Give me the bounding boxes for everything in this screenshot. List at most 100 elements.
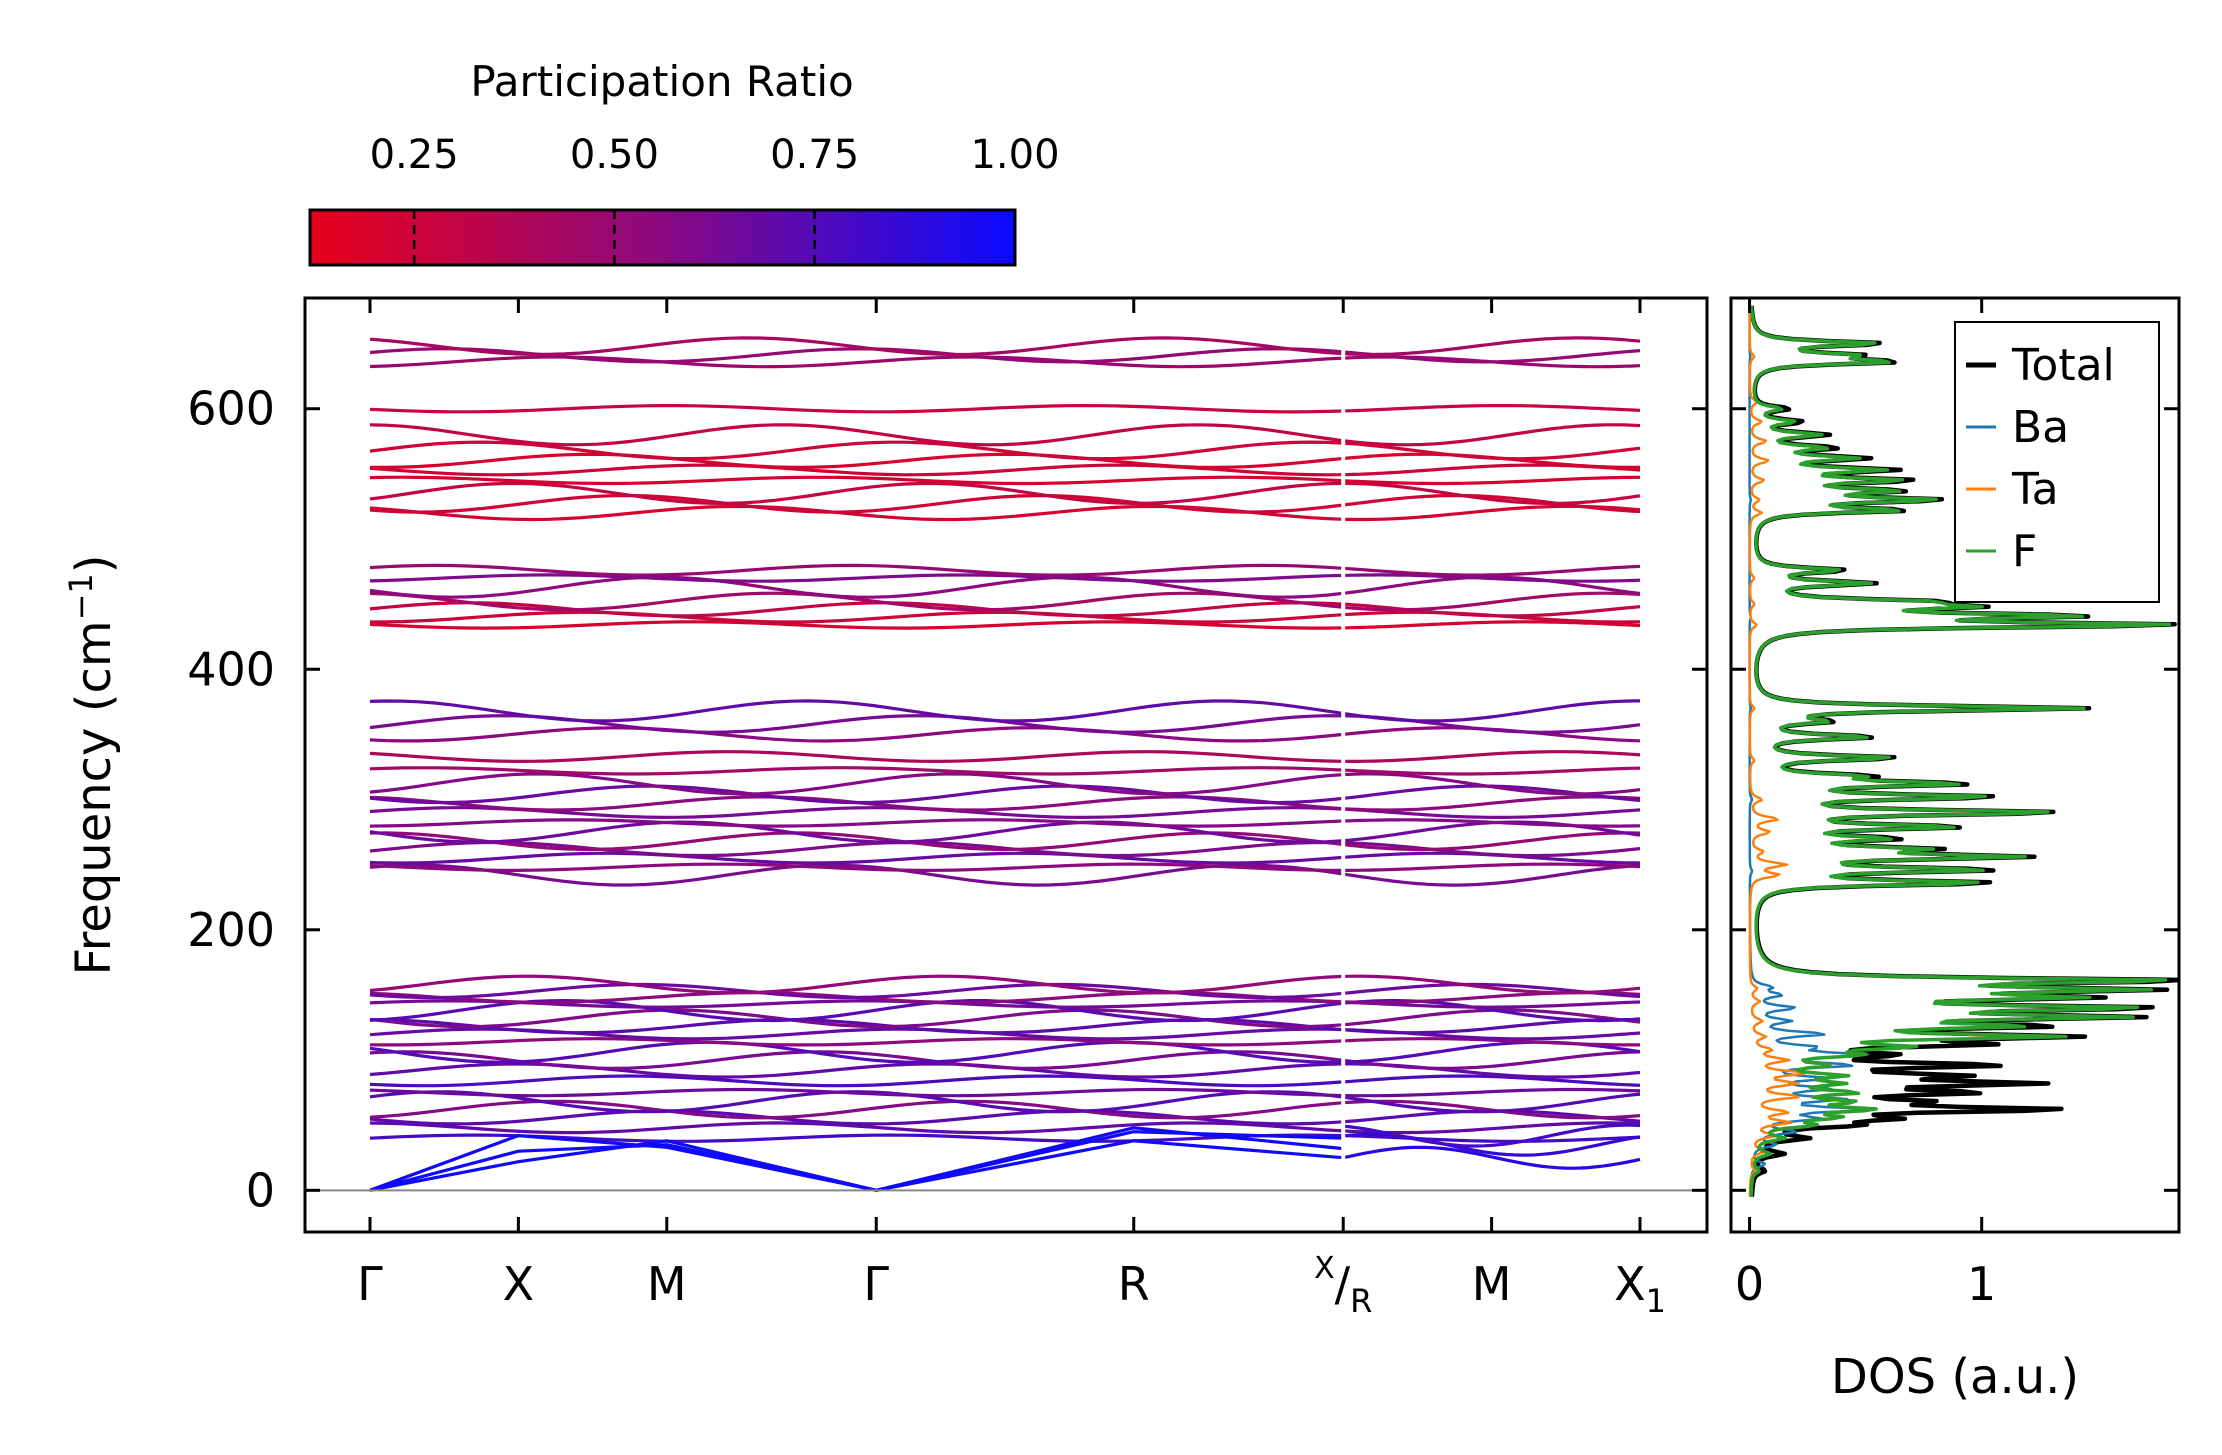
optical-band (369, 403, 1344, 414)
optical-band (369, 1074, 1344, 1088)
optical-band (369, 1037, 1344, 1047)
band-structure-panel: 0 200 400 600 Γ X M Γ R X/R M X1 Frequency (cm−1) (62, 296, 1709, 1320)
optical-band (369, 355, 1344, 369)
optical-band (369, 1050, 1344, 1070)
phonon-bands (369, 302, 1641, 1228)
optical-band (1343, 841, 1641, 858)
k-point-label: X/R (1314, 1251, 1372, 1320)
acoustic-band (369, 1130, 1344, 1192)
optical-band (369, 601, 1344, 618)
optical-band (1343, 1087, 1641, 1098)
colorbar-tick-label: 0.75 (770, 132, 859, 178)
optical-band (1342, 1092, 1641, 1114)
colorbar-gradient (308, 208, 1017, 267)
optical-band (1343, 481, 1641, 505)
legend-box (1954, 321, 2160, 603)
colorbar-ticks: 0.25 0.50 0.75 1.00 (370, 132, 1060, 265)
optical-band (369, 475, 1344, 486)
legend: Total Ba Ta F (1954, 321, 2160, 603)
optical-band (369, 784, 1344, 805)
optical-band (1343, 1074, 1641, 1087)
optical-band (369, 772, 1344, 796)
optical-band (1343, 974, 1641, 995)
k-point-label: X (503, 1257, 535, 1311)
x-axis-title: DOS (a.u.) (1831, 1349, 2079, 1405)
optical-band (369, 840, 1344, 858)
optical-band (1343, 1121, 1641, 1135)
optical-band (369, 610, 1344, 624)
optical-band (1343, 1134, 1641, 1143)
optical-band (369, 974, 1344, 995)
optical-band (1343, 766, 1641, 776)
optical-band (369, 1099, 1344, 1120)
optical-band (369, 1121, 1344, 1135)
optical-band (369, 1062, 1344, 1079)
optical-band (1343, 404, 1641, 413)
dos-frame (1729, 296, 2181, 1234)
optical-band (369, 440, 1344, 461)
k-point-label: M (1472, 1257, 1512, 1311)
k-point-label: R (1118, 1257, 1150, 1311)
optical-band (1343, 795, 1641, 812)
optical-band (369, 573, 1344, 583)
colorbar-title: Participation Ratio (470, 57, 853, 106)
optical-band (369, 863, 1344, 887)
optical-band (1342, 864, 1641, 887)
optical-band (369, 575, 1344, 599)
optical-band (1342, 699, 1640, 723)
optical-band (369, 831, 1344, 852)
optical-band (1343, 564, 1641, 577)
optical-band (1343, 349, 1641, 364)
dos-x-tick-label: 0 (1735, 1257, 1764, 1311)
optical-band (369, 851, 1344, 865)
optical-band (1343, 423, 1641, 447)
optical-band (1343, 1050, 1641, 1070)
dos-series-ta (1748, 305, 1806, 1197)
optical-band (1343, 620, 1641, 630)
optical-band (1343, 998, 1641, 1023)
optical-band (369, 493, 1344, 514)
optical-band (369, 1087, 1344, 1098)
dos-x-tick-label: 1 (1967, 1257, 1996, 1311)
optical-band (369, 591, 1344, 612)
legend-label: Ta (2011, 464, 2059, 515)
legend-label: F (2012, 526, 2037, 577)
optical-band (369, 336, 1344, 357)
y-tick-label: 200 (187, 903, 275, 957)
optical-band (369, 714, 1344, 734)
optical-band (1343, 831, 1641, 852)
acoustic-band (1343, 1123, 1641, 1148)
dos-curves (1748, 305, 2179, 1198)
colorbar-tick-label: 1.00 (970, 132, 1059, 178)
k-point-label: Γ (863, 1257, 889, 1311)
legend-label: Ba (2012, 402, 2069, 453)
optical-band (1343, 493, 1641, 514)
optical-band (369, 481, 1344, 506)
optical-band (369, 820, 1344, 844)
optical-band (369, 766, 1344, 776)
k-point-label: X1 (1614, 1257, 1666, 1320)
y-tick-label: 400 (187, 642, 275, 696)
colorbar-tick-label: 0.25 (370, 132, 459, 178)
optical-band (369, 862, 1344, 873)
optical-band (369, 818, 1344, 828)
acoustic-band (369, 1139, 1344, 1192)
optical-band (369, 452, 1344, 470)
optical-band (1343, 818, 1641, 828)
colorbar: Participation Ratio 0.25 0.50 0.75 1.00 (308, 57, 1060, 267)
optical-band (1343, 1000, 1641, 1009)
optical-band (369, 699, 1344, 723)
optical-band (369, 750, 1344, 764)
optical-band (369, 563, 1344, 577)
k-point-label: Γ (357, 1257, 383, 1311)
optical-band (1343, 475, 1640, 486)
dos-series-f (1749, 305, 2172, 1197)
optical-band (1343, 336, 1641, 357)
optical-band (1343, 1037, 1640, 1047)
optical-band (1343, 772, 1641, 796)
band-frame (303, 296, 1709, 1234)
k-point-label: M (647, 1257, 687, 1311)
